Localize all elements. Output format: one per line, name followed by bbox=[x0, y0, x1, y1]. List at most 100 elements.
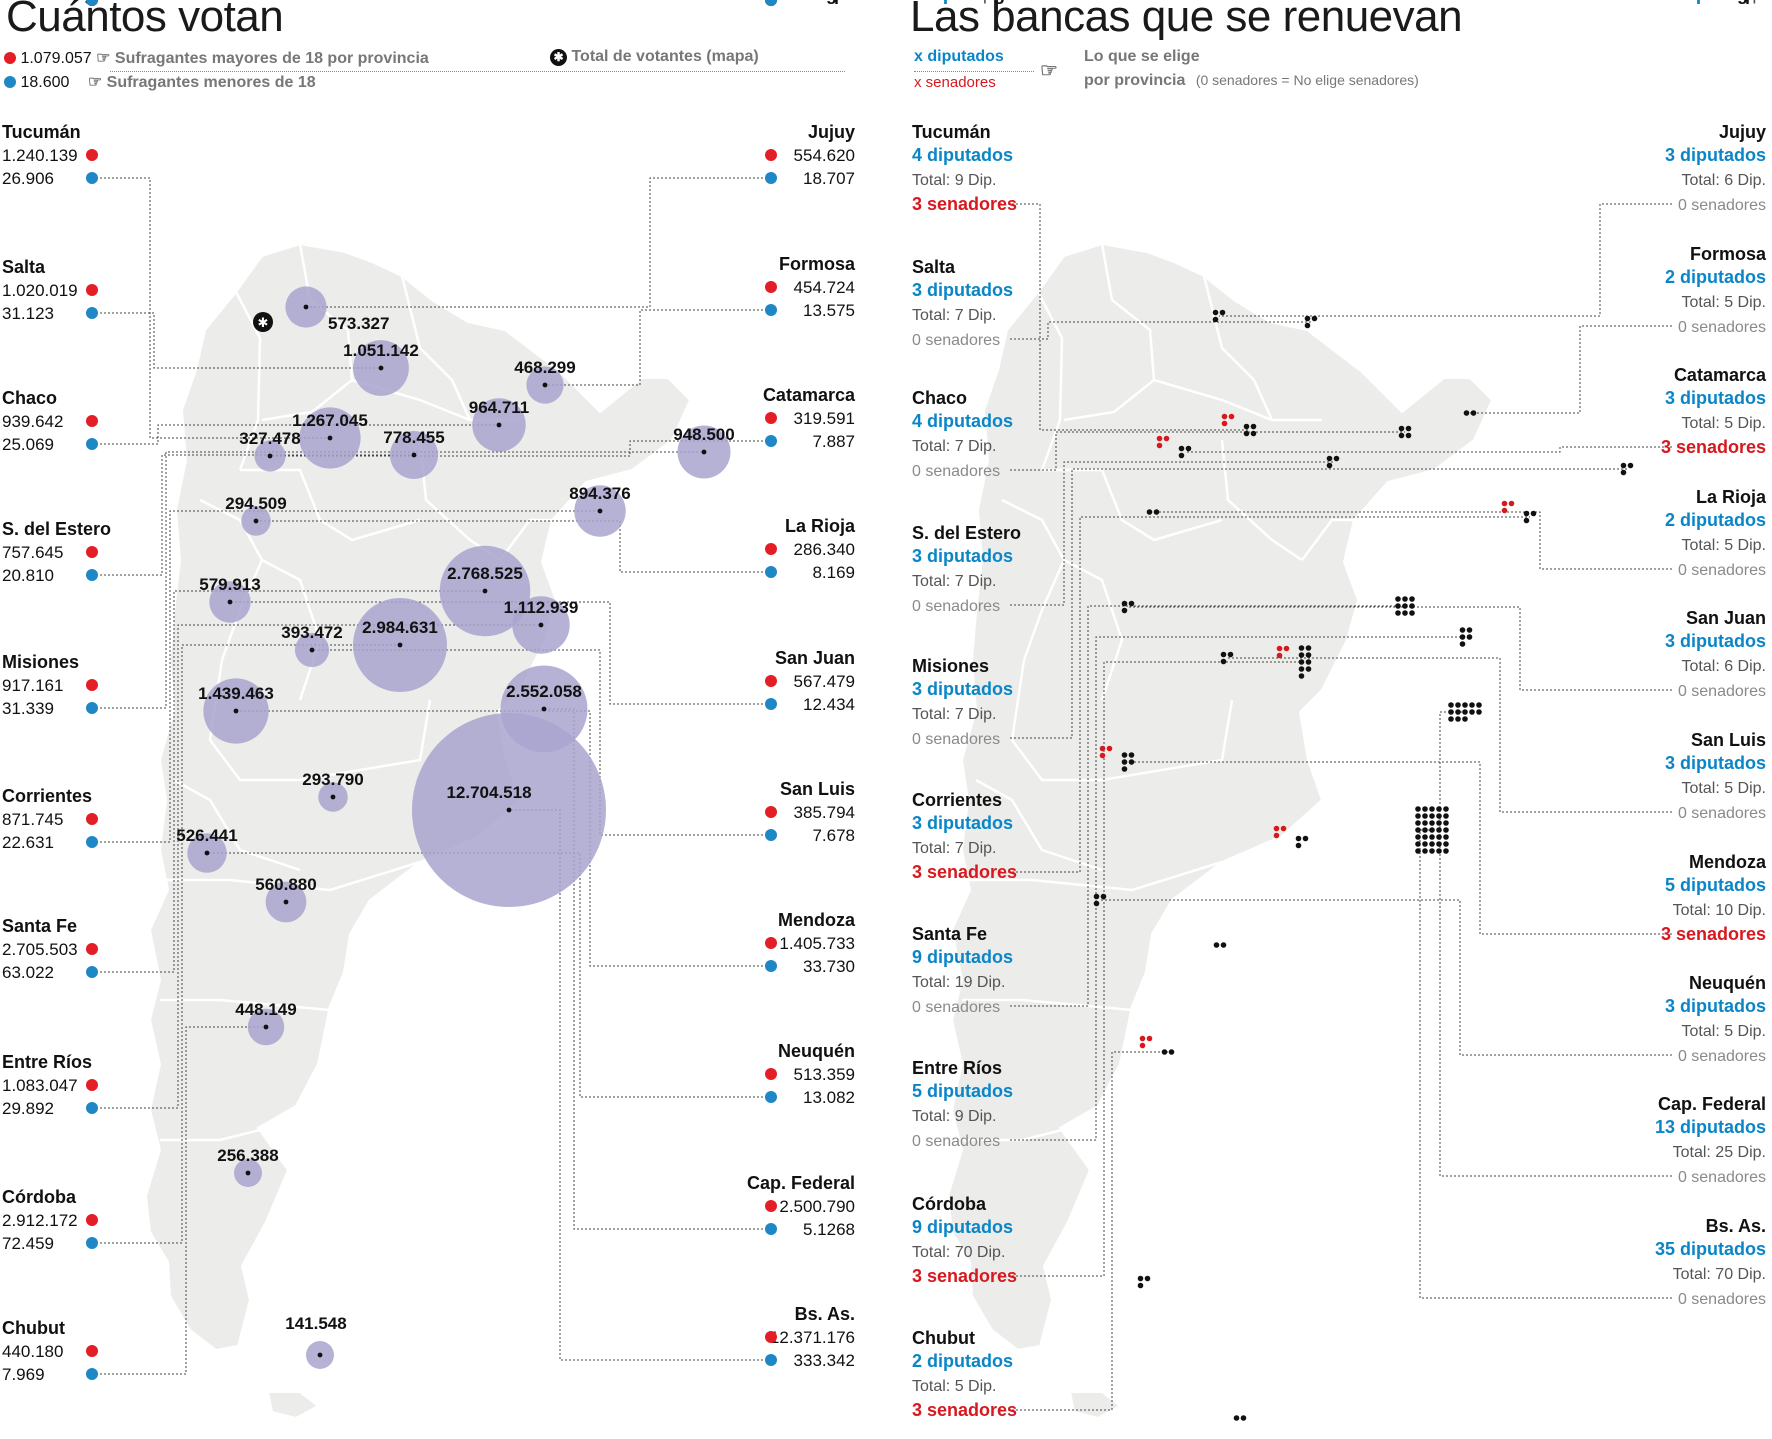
minors-jujuy: 18.707 bbox=[803, 169, 855, 188]
dip-dot-bs-as bbox=[1422, 820, 1428, 826]
seat-diputados-chaco: 4 diputados bbox=[912, 411, 1013, 431]
bubble-total-corrientes: 894.376 bbox=[569, 484, 630, 503]
dip-dot-formosa bbox=[1463, 410, 1470, 416]
province-border bbox=[1100, 243, 1156, 381]
minor-dot-s-del-estero bbox=[86, 569, 98, 581]
dip-dot-cordoba bbox=[1298, 645, 1305, 651]
sen-dot-mendoza bbox=[1106, 745, 1113, 752]
bubble-total-tucuman: 1.267.045 bbox=[292, 411, 368, 430]
dip-dot-entre-rios bbox=[1459, 634, 1466, 640]
seat-total-san-juan: Total: 6 Dip. bbox=[1682, 658, 1766, 675]
minors-san-juan: 12.434 bbox=[803, 695, 855, 714]
seat-senadores-la-pampa: 3 senadores bbox=[1661, 0, 1766, 4]
dip-dot-entre-rios bbox=[1466, 627, 1473, 633]
minor-dot-bs-as bbox=[765, 1354, 777, 1366]
province-name-t-del-fuego: T. del Fuego bbox=[2, 0, 106, 4]
province-name-bs-as: Bs. As. bbox=[795, 1304, 855, 1324]
dip-dot-misiones bbox=[1620, 469, 1627, 476]
dip-dot-mendoza bbox=[1121, 752, 1128, 758]
province-name-tucuman: Tucumán bbox=[2, 122, 81, 142]
dip-dot-santa-cruz bbox=[1137, 1282, 1144, 1289]
province-border bbox=[962, 998, 1133, 1012]
seat-diputados-salta: 3 diputados bbox=[912, 280, 1013, 300]
adult-dot-tucuman bbox=[86, 149, 98, 161]
bubble-total-entre-rios: 1.112.939 bbox=[504, 598, 579, 617]
dip-dot-mendoza bbox=[1121, 766, 1128, 772]
seat-senadores-la-rioja: 0 senadores bbox=[1678, 562, 1766, 579]
seat-diputados-san-luis: 3 diputados bbox=[1665, 753, 1766, 773]
province-border bbox=[1063, 558, 1124, 701]
bubble-total-la-rioja: 294.509 bbox=[225, 494, 286, 513]
province-name-salta: Salta bbox=[2, 257, 46, 277]
sen-dot-cordoba bbox=[1276, 652, 1283, 659]
sen-dot-mendoza bbox=[1099, 752, 1106, 759]
leader-right-san-juan bbox=[1128, 606, 1672, 691]
seat-senadores-san-juan: 0 senadores bbox=[1678, 683, 1766, 700]
seat-senadores-t-del-fuego: 0 senadores bbox=[912, 0, 1000, 4]
minors-salta: 31.123 bbox=[2, 304, 54, 323]
minors-cap-federal: 5.1268 bbox=[803, 1220, 855, 1239]
dip-dot-bs-as bbox=[1443, 813, 1449, 819]
adults-mendoza: 1.405.733 bbox=[779, 934, 855, 953]
adult-dot-cordoba bbox=[86, 1214, 98, 1226]
argentina-map-right bbox=[946, 242, 1494, 1420]
bubble-center-misiones bbox=[701, 449, 707, 455]
minors-chubut: 7.969 bbox=[2, 1365, 45, 1384]
seat-diputados-mendoza: 5 diputados bbox=[1665, 875, 1766, 895]
province-border bbox=[160, 1118, 301, 1142]
seat-senadores-formosa: 0 senadores bbox=[1678, 319, 1766, 336]
province-name-misiones: Misiones bbox=[2, 652, 79, 672]
dip-dot-cordoba bbox=[1298, 666, 1305, 672]
dip-dot-cap-federal bbox=[1448, 702, 1454, 708]
dip-dot-san-luis bbox=[1227, 651, 1234, 658]
dip-dot-santa-fe bbox=[1395, 596, 1401, 602]
seat-diputados-bs-as: 35 diputados bbox=[1655, 1239, 1766, 1259]
seat-total-san-luis: Total: 5 Dip. bbox=[1682, 780, 1766, 797]
dip-dot-cap-federal bbox=[1462, 702, 1468, 708]
adult-dot-catamarca bbox=[765, 412, 777, 424]
dip-dot-neuquen bbox=[1093, 900, 1100, 907]
dip-dot-chaco bbox=[1405, 432, 1412, 439]
bubble-center-santa-cruz bbox=[245, 1170, 251, 1176]
minors-chaco: 25.069 bbox=[2, 435, 54, 454]
adult-dot-neuquen bbox=[765, 1068, 777, 1080]
leader-right-cap-federal bbox=[1439, 711, 1672, 1177]
seat-province-name-corrientes: Corrientes bbox=[912, 790, 1002, 810]
dip-dot-bs-as bbox=[1429, 827, 1435, 833]
bubble-center-bs-as bbox=[506, 807, 512, 813]
dip-dot-bs-as bbox=[1415, 806, 1421, 812]
dip-dot-bs-as bbox=[1443, 820, 1449, 826]
leader-left-jujuy bbox=[306, 177, 763, 308]
seat-senadores-chaco: 0 senadores bbox=[912, 463, 1000, 480]
dip-dot-salta bbox=[1304, 315, 1311, 322]
seat-total-formosa: Total: 5 Dip. bbox=[1682, 294, 1766, 311]
seat-province-name-chaco: Chaco bbox=[912, 388, 967, 408]
sen-dot-catamarca bbox=[1163, 435, 1170, 442]
province-name-neuquen: Neuquén bbox=[778, 1041, 855, 1061]
seat-diputados-s-del-estero: 3 diputados bbox=[912, 546, 1013, 566]
legend-what-line2: por provincia (0 senadores = No elige se… bbox=[1084, 72, 1419, 90]
seat-total-entre-rios: Total: 9 Dip. bbox=[912, 1108, 996, 1125]
bubble-center-catamarca bbox=[267, 453, 273, 459]
seat-total-jujuy: Total: 6 Dip. bbox=[1682, 172, 1766, 189]
seat-diputados-chubut: 2 diputados bbox=[912, 1351, 1013, 1371]
seat-senadores-entre-rios: 0 senadores bbox=[912, 1133, 1000, 1150]
seat-total-corrientes: Total: 7 Dip. bbox=[912, 840, 996, 857]
dip-dot-rio-negro bbox=[1220, 942, 1227, 948]
right-title: Las bancas que se renuevan bbox=[910, 0, 1463, 41]
province-name-jujuy: Jujuy bbox=[808, 122, 855, 142]
adults-santa-cruz: 248.711 bbox=[2, 0, 62, 4]
seat-senadores-cordoba: 3 senadores bbox=[912, 1266, 1017, 1286]
dip-dot-cap-federal bbox=[1476, 709, 1482, 715]
minors-formosa: 13.575 bbox=[803, 301, 855, 320]
leader-left-chaco bbox=[100, 424, 499, 445]
minor-dot-catamarca bbox=[765, 435, 777, 447]
legend-hand: ☞ bbox=[1040, 60, 1058, 82]
bubble-center-salta bbox=[378, 365, 384, 371]
dip-dot-bs-as bbox=[1422, 841, 1428, 847]
dip-dot-entre-rios bbox=[1466, 634, 1473, 640]
sen-dot-la-pampa bbox=[1273, 832, 1280, 839]
adults-t-del-fuego: 137.053 bbox=[2, 0, 63, 4]
seat-total-tucuman: Total: 9 Dip. bbox=[912, 172, 996, 189]
seat-total-cordoba: Total: 70 Dip. bbox=[912, 1244, 1005, 1261]
